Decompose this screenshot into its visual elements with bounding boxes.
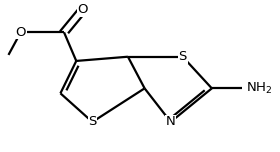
Text: NH$_2$: NH$_2$ [246, 81, 272, 96]
Text: S: S [88, 115, 97, 128]
Text: O: O [77, 3, 88, 16]
Text: O: O [15, 26, 26, 39]
Text: N: N [166, 115, 176, 128]
Text: S: S [178, 50, 187, 63]
